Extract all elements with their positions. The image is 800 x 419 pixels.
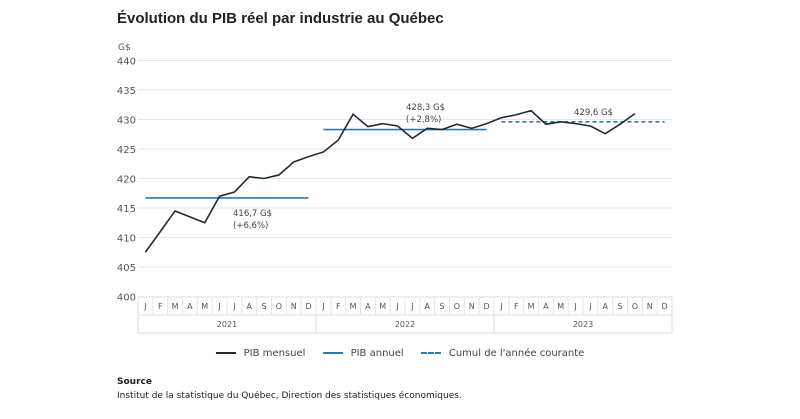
x-tick-label: A [365, 302, 371, 311]
x-tick-label: F [336, 302, 341, 311]
legend-item-cumulative: Cumul de l'année courante [420, 348, 585, 359]
year-label: 2023 [573, 320, 593, 329]
y-tick-label: 405 [117, 263, 136, 274]
x-tick-label: D [661, 302, 667, 311]
legend-label: PIB annuel [350, 348, 404, 359]
legend-label: PIB mensuel [243, 348, 306, 359]
x-tick-label: A [603, 302, 609, 311]
x-tick-label: M [379, 302, 386, 311]
x-tick-label: N [291, 302, 297, 311]
y-tick-label: 425 [117, 145, 136, 156]
x-tick-label: N [647, 302, 653, 311]
x-tick-label: J [573, 302, 576, 311]
x-tick-label: F [158, 302, 163, 311]
x-tick-label: M [201, 302, 208, 311]
x-tick-label: A [543, 302, 549, 311]
annotation-label: (+2,8%) [406, 115, 441, 125]
legend-label: Cumul de l'année courante [448, 348, 585, 359]
year-label: 2022 [395, 320, 415, 329]
annotation-label: 429,6 G$ [574, 108, 613, 118]
source-heading: Source [117, 377, 152, 387]
annotation-label: 428,3 G$ [406, 103, 445, 113]
y-tick-label: 420 [117, 175, 136, 186]
annotation-label: (+6,6%) [233, 221, 268, 231]
x-tick-label: J [321, 302, 324, 311]
x-tick-label: F [514, 302, 519, 311]
y-tick-label: 430 [117, 116, 136, 127]
y-tick-label: 410 [117, 234, 136, 245]
x-tick-label: J [232, 302, 235, 311]
x-tick-label: M [172, 302, 179, 311]
x-tick-label: A [247, 302, 253, 311]
x-tick-label: O [276, 302, 282, 311]
x-tick-label: J [143, 302, 146, 311]
chart-title: Évolution du PIB réel par industrie au Q… [117, 10, 444, 27]
x-tick-label: J [410, 302, 413, 311]
y-tick-label: 435 [117, 86, 136, 97]
x-tick-label: N [469, 302, 475, 311]
x-tick-label: O [454, 302, 460, 311]
y-tick-label: 415 [117, 204, 136, 215]
y-tick-label: 400 [117, 293, 136, 304]
x-tick-label: M [528, 302, 535, 311]
x-tick-label: J [395, 302, 398, 311]
x-tick-label: O [632, 302, 638, 311]
source-text: Institut de la statistique du Québec, Di… [117, 391, 462, 401]
legend: PIB mensuel PIB annuel Cumul de l'année … [0, 348, 800, 359]
x-tick-label: J [217, 302, 220, 311]
legend-item-monthly: PIB mensuel [215, 348, 306, 359]
year-label: 2021 [217, 320, 237, 329]
x-tick-label: J [588, 302, 591, 311]
monthly-gdp-line [144, 109, 636, 253]
x-tick-label: J [499, 302, 502, 311]
x-tick-label: S [262, 302, 267, 311]
x-tick-label: S [618, 302, 623, 311]
x-tick-label: D [483, 302, 489, 311]
annotation-label: 416,7 G$ [233, 209, 272, 219]
x-tick-label: A [425, 302, 431, 311]
y-tick-label: 440 [117, 57, 136, 68]
legend-item-annual: PIB annuel [322, 348, 404, 359]
x-tick-label: D [305, 302, 311, 311]
y-axis-unit: G$ [118, 43, 131, 53]
x-tick-label: S [440, 302, 445, 311]
x-tick-label: M [557, 302, 564, 311]
x-tick-label: A [187, 302, 193, 311]
x-tick-label: M [350, 302, 357, 311]
